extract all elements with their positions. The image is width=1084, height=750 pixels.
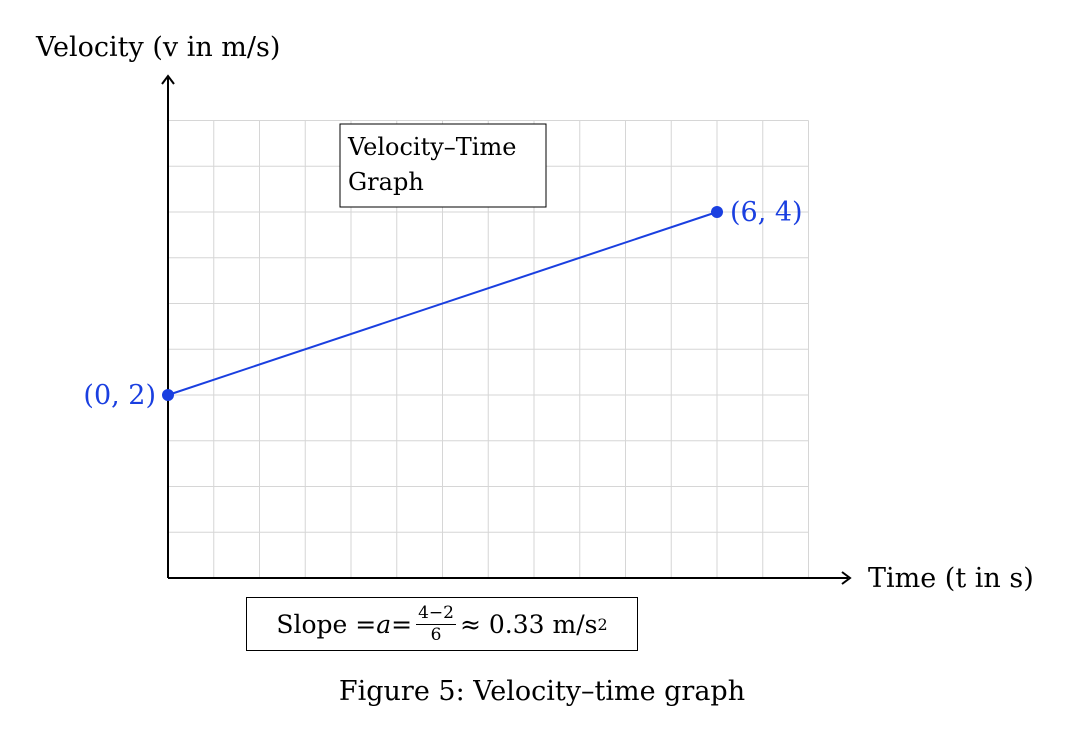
slope-annotation: Slope = a = 4−2 6 ≈ 0.33 m/s 2	[246, 597, 638, 651]
fraction-denominator: 6	[430, 624, 442, 645]
title-line-2: Graph	[348, 168, 424, 196]
series-line	[167, 211, 718, 396]
data-point	[162, 389, 174, 401]
y-axis-label: Velocity (v in m/s)	[35, 32, 280, 63]
slope-fraction: 4−2 6	[416, 602, 456, 645]
slope-variable: a	[376, 609, 392, 639]
title-line-1: Velocity–Time	[347, 133, 516, 161]
slope-equals: =	[391, 609, 413, 639]
data-point-label: (6, 4)	[730, 197, 803, 228]
data-point	[711, 206, 723, 218]
slope-exponent: 2	[597, 614, 608, 634]
series-layer: (0, 2) (6, 4)	[83, 197, 802, 411]
slope-value: ≈ 0.33 m/s	[459, 609, 598, 639]
x-axis-label: Time (t in s)	[868, 563, 1034, 594]
fraction-numerator: 4−2	[416, 602, 456, 625]
y-axis-arrow-icon	[161, 74, 175, 85]
slope-prefix: Slope =	[276, 609, 377, 639]
title-box: Velocity–Time Graph	[339, 123, 547, 208]
axes	[161, 74, 852, 585]
x-axis-arrow-icon	[841, 571, 852, 585]
data-point-label: (0, 2)	[83, 380, 156, 411]
figure-caption: Figure 5: Velocity–time graph	[338, 676, 746, 707]
